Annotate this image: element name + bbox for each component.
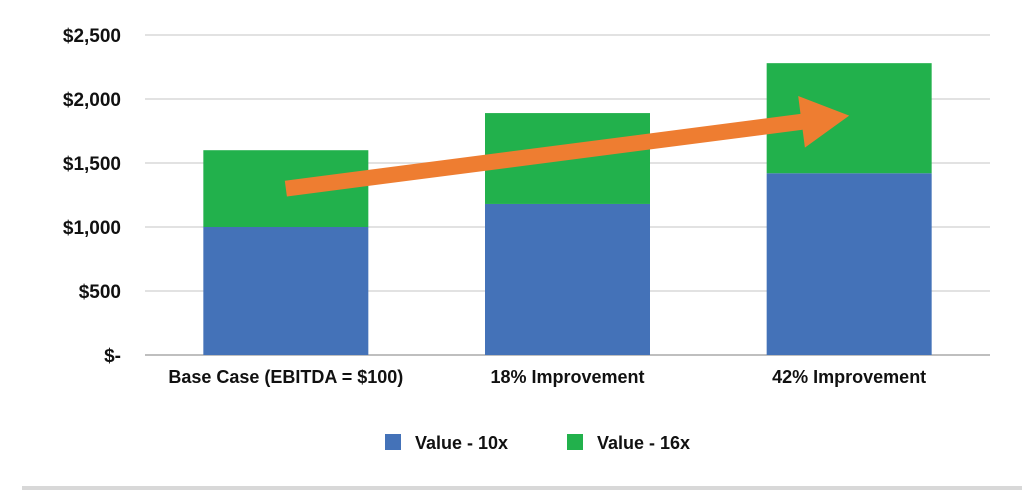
trend-arrow xyxy=(284,96,850,197)
y-axis-tick-labels: $- $500 $1,000 $1,500 $2,000 $2,500 xyxy=(63,26,121,367)
legend-label: Value - 10x xyxy=(415,433,508,453)
bar-segment xyxy=(485,203,650,355)
trend-arrow-shape xyxy=(284,96,850,197)
bars xyxy=(203,63,932,355)
y-tick-label: $2,500 xyxy=(63,26,121,47)
y-tick-label: $1,500 xyxy=(63,154,121,175)
y-tick-label: $2,000 xyxy=(63,90,121,111)
x-tick-label: 42% Improvement xyxy=(772,367,926,387)
bar-segment xyxy=(766,173,932,355)
x-tick-label: Base Case (EBITDA = $100) xyxy=(168,367,403,387)
x-axis-tick-labels: Base Case (EBITDA = $100) 18% Improvement… xyxy=(168,367,926,387)
legend: Value - 10x Value - 16x xyxy=(385,433,690,453)
y-tick-label: $500 xyxy=(79,282,121,303)
legend-swatch xyxy=(385,434,401,450)
y-tick-label: $1,000 xyxy=(63,218,121,239)
legend-swatch xyxy=(567,434,583,450)
y-tick-label: $- xyxy=(104,346,121,367)
bottom-divider xyxy=(22,486,1022,490)
legend-label: Value - 16x xyxy=(597,433,690,453)
x-tick-label: 18% Improvement xyxy=(490,367,644,387)
bar-segment xyxy=(203,227,369,355)
